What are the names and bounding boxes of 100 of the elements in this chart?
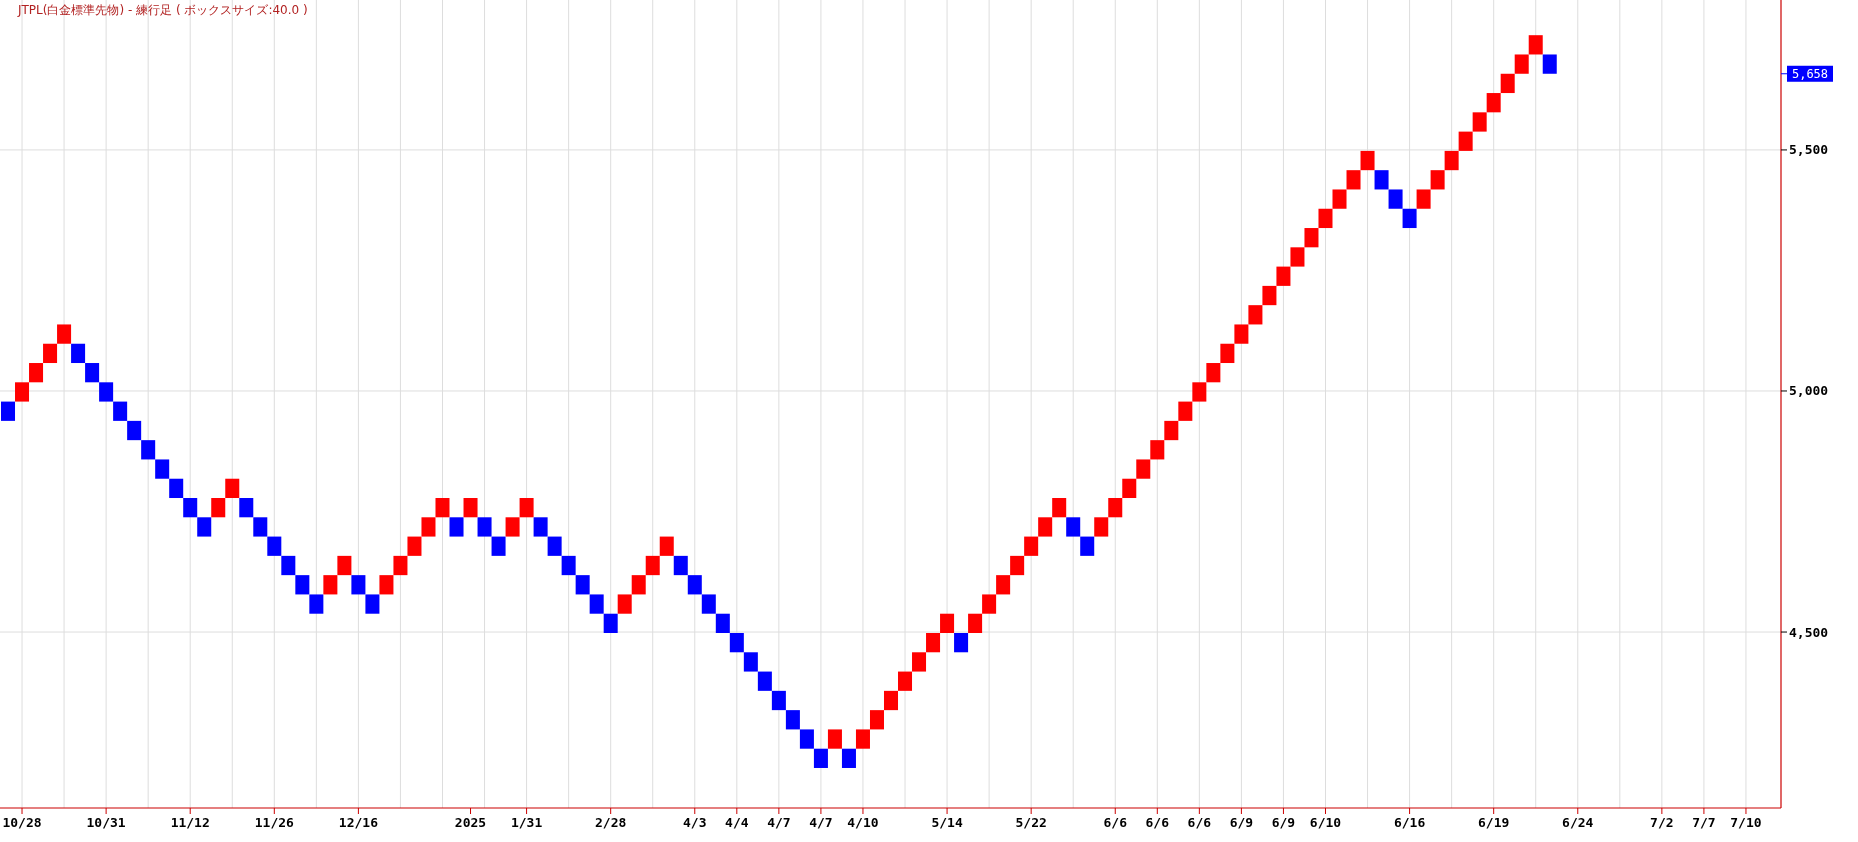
y-tick-label: 5,000: [1789, 383, 1829, 399]
candlestick: [575, 575, 590, 595]
candlestick: [463, 498, 478, 518]
candlestick: [379, 575, 394, 595]
x-tick-label: 6/6: [1187, 815, 1212, 830]
candlestick: [982, 594, 997, 614]
candlestick: [225, 478, 240, 499]
candlestick: [1416, 189, 1431, 209]
candlestick: [757, 671, 772, 691]
candlestick: [1178, 401, 1193, 421]
candlestick: [1444, 150, 1459, 171]
candlestick: [729, 633, 744, 653]
candlestick: [954, 633, 969, 653]
x-tick-label: 10/31: [86, 815, 126, 830]
candlestick: [1472, 112, 1487, 132]
candlestick: [912, 652, 927, 672]
candlestick: [281, 555, 296, 576]
candlestick: [197, 517, 212, 537]
candlestick: [407, 536, 422, 556]
y-tick-label: 5,500: [1789, 142, 1829, 158]
candlestick: [421, 517, 436, 537]
chart-title: JTPL(白金標準先物) - 練行足 ( ボックスサイズ:40.0 ): [17, 3, 308, 17]
x-tick-label: 4/7: [767, 815, 791, 830]
candlestick: [1024, 536, 1039, 556]
candlestick: [155, 459, 170, 479]
x-tick-label: 7/7: [1692, 815, 1716, 830]
candlestick: [519, 498, 534, 518]
candlestick: [883, 690, 899, 711]
candlestick: [1430, 170, 1445, 190]
candlestick: [295, 575, 310, 595]
x-tick-label: 11/12: [170, 815, 210, 830]
candlestick: [533, 517, 548, 537]
x-tick-label: 6/24: [1562, 815, 1594, 830]
candlestick: [1150, 440, 1165, 460]
candlestick: [1374, 170, 1389, 190]
candlestick: [968, 613, 983, 633]
candlestick: [869, 710, 884, 730]
x-tick-label: 1/31: [510, 815, 543, 830]
candlestick: [1262, 285, 1277, 306]
x-tick-label: 7/10: [1730, 815, 1762, 830]
x-tick-label: 5/22: [1015, 815, 1047, 830]
candlestick: [141, 440, 156, 460]
candlestick: [43, 343, 58, 364]
candlestick: [940, 613, 955, 633]
candlestick: [505, 517, 520, 537]
candlestick: [71, 343, 86, 364]
candlestick: [1108, 498, 1123, 518]
candlestick: [617, 594, 632, 614]
candlestick: [1010, 555, 1025, 576]
candlestick: [1458, 131, 1473, 151]
candlestick: [1402, 208, 1417, 229]
x-tick-label: 12/16: [338, 815, 379, 830]
candlestick: [99, 382, 114, 402]
candlestick: [827, 729, 842, 749]
x-tick-label: 2/28: [595, 815, 627, 830]
candlestick: [1388, 189, 1403, 209]
x-tick-label: 6/16: [1393, 815, 1426, 830]
candlestick: [57, 324, 72, 344]
candlestick: [799, 729, 814, 749]
candlestick: [673, 555, 688, 576]
candlestick: [813, 748, 828, 768]
candlestick: [1164, 420, 1179, 441]
candlestick: [1122, 478, 1137, 499]
candlestick: [309, 594, 324, 614]
candlestick: [491, 536, 506, 556]
candlestick: [113, 401, 128, 421]
x-tick-label: 7/2: [1650, 815, 1674, 830]
candlestick: [449, 517, 464, 537]
x-tick-label: 6/6: [1103, 815, 1128, 830]
candlestick: [603, 613, 618, 633]
candlestick: [183, 498, 198, 518]
candlestick: [645, 555, 660, 576]
x-tick-label: 6/9: [1229, 815, 1254, 830]
candlestick: [15, 382, 30, 402]
x-tick-label: 6/19: [1478, 815, 1510, 830]
candlestick: [687, 575, 702, 595]
candlestick: [1066, 517, 1081, 537]
candlestick: [1206, 363, 1221, 383]
candlestick: [701, 594, 716, 614]
candlestick: [926, 633, 941, 653]
x-tick-label: 11/26: [254, 815, 295, 830]
x-tick-label: 4/10: [847, 815, 879, 830]
candlestick: [659, 536, 674, 556]
candlestick: [435, 498, 450, 518]
candlestick: [323, 575, 338, 595]
candlestick: [561, 555, 576, 576]
candlestick: [1192, 382, 1207, 402]
candlestick: [996, 575, 1011, 595]
candlestick: [1486, 93, 1501, 113]
candlestick: [351, 575, 366, 595]
candlestick: [1290, 247, 1305, 267]
x-tick-label: 4/4: [725, 815, 749, 830]
candlestick: [1136, 459, 1151, 479]
candlestick: [127, 420, 142, 441]
candlestick: [169, 478, 184, 499]
candlestick: [477, 517, 492, 537]
candlestick: [211, 498, 226, 518]
candlestick: [393, 555, 408, 576]
candlestick: [1, 401, 16, 421]
x-tick-label: 4/7: [809, 815, 833, 830]
